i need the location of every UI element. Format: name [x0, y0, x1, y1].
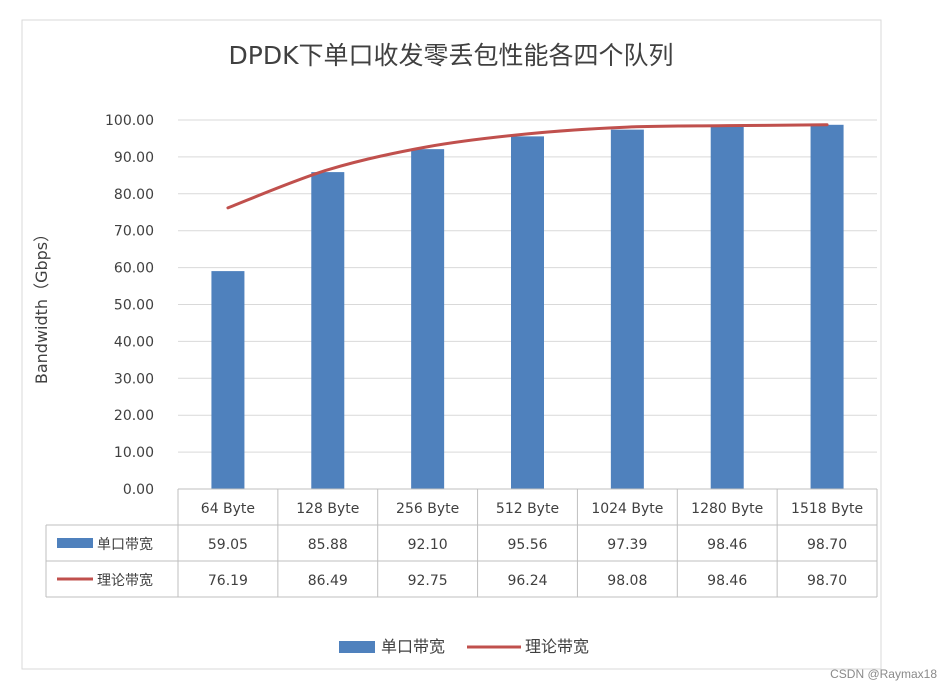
data-label: 98.46: [707, 573, 747, 589]
y-tick-label: 100.00: [105, 113, 154, 129]
y-tick-label: 30.00: [114, 371, 154, 387]
x-tick-label: 128 Byte: [296, 501, 359, 517]
y-tick-label: 70.00: [114, 224, 154, 240]
data-label: 96.24: [507, 573, 547, 589]
legend-bar-key: [339, 641, 375, 653]
data-label: 98.08: [607, 573, 647, 589]
data-label: 98.70: [807, 573, 847, 589]
legend-bar-label: 单口带宽: [381, 637, 445, 656]
y-tick-label: 40.00: [114, 334, 154, 350]
bar: [211, 271, 245, 489]
chart-title: DPDK下单口收发零丢包性能各四个队列: [229, 41, 674, 70]
line-layer: [226, 123, 829, 210]
y-tick-label: 20.00: [114, 408, 154, 424]
data-label: 92.75: [408, 573, 448, 589]
bar: [411, 149, 445, 489]
bar: [810, 124, 844, 489]
bar: [511, 136, 544, 489]
y-tick-label: 50.00: [114, 298, 154, 314]
data-label: 98.46: [707, 537, 747, 553]
y-tick-label: 0.00: [123, 482, 154, 498]
x-tick-label: 64 Byte: [201, 501, 255, 517]
data-label: 85.88: [308, 537, 348, 553]
y-axis-label: Bandwidth（Gbps）: [32, 226, 51, 384]
data-label: 97.39: [607, 537, 647, 553]
y-ticks: 0.00 10.00 20.00 30.00 40.00 50.00 60.00 70.00 8…: [105, 113, 154, 498]
watermark: CSDN @Raymax18: [830, 667, 937, 681]
table-series-name: 单口带宽: [97, 536, 153, 553]
data-label: 98.70: [807, 537, 847, 553]
x-tick-label: 1024 Byte: [591, 501, 663, 517]
y-tick-label: 90.00: [114, 150, 154, 166]
x-tick-label: 512 Byte: [496, 501, 559, 517]
bar: [710, 125, 744, 489]
data-label: 95.56: [507, 537, 547, 553]
legend: 单口带宽 理论带宽: [339, 637, 589, 656]
data-label: 86.49: [308, 573, 348, 589]
data-label: 76.19: [208, 573, 248, 589]
table-series-name: 理论带宽: [97, 572, 153, 589]
data-table: 64 Byte 128 Byte 256 Byte 512 Byte 1024 Byte…: [45, 488, 878, 598]
x-tick-label: 256 Byte: [396, 501, 459, 517]
y-tick-label: 80.00: [114, 187, 154, 203]
bar: [311, 172, 345, 490]
x-tick-label: 1518 Byte: [791, 501, 863, 517]
bars: [211, 124, 844, 490]
data-label: 59.05: [208, 537, 248, 553]
y-tick-label: 60.00: [114, 261, 154, 277]
legend-line-label: 理论带宽: [525, 637, 589, 656]
data-label: 92.10: [408, 537, 448, 553]
y-tick-label: 10.00: [114, 445, 154, 461]
series-line: [226, 123, 829, 210]
x-tick-label: 1280 Byte: [691, 501, 763, 517]
table-bar-key: [57, 538, 93, 548]
bar: [610, 129, 644, 489]
